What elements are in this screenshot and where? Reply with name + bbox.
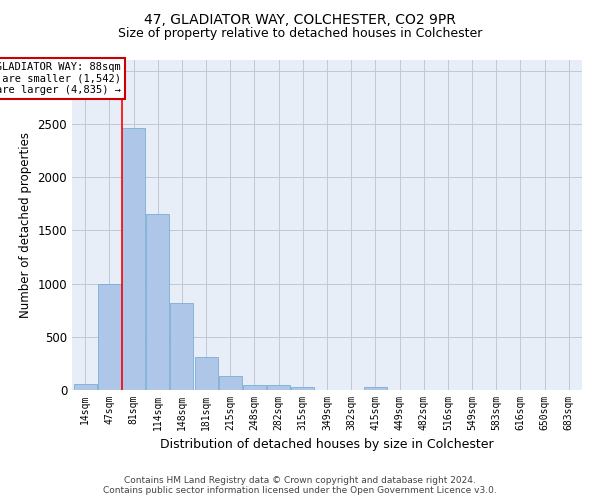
Bar xyxy=(267,385,290,390)
Bar xyxy=(98,284,121,390)
Text: 47 GLADIATOR WAY: 88sqm
← 24% of detached houses are smaller (1,542)
75% of semi: 47 GLADIATOR WAY: 88sqm ← 24% of detache… xyxy=(0,62,121,96)
Text: Size of property relative to detached houses in Colchester: Size of property relative to detached ho… xyxy=(118,28,482,40)
Bar xyxy=(194,357,218,390)
Bar xyxy=(243,384,266,390)
Bar xyxy=(74,384,97,390)
Bar xyxy=(219,376,242,390)
Text: 47, GLADIATOR WAY, COLCHESTER, CO2 9PR: 47, GLADIATOR WAY, COLCHESTER, CO2 9PR xyxy=(144,12,456,26)
Text: Contains HM Land Registry data © Crown copyright and database right 2024.
Contai: Contains HM Land Registry data © Crown c… xyxy=(103,476,497,495)
Bar xyxy=(364,387,387,390)
Bar xyxy=(292,388,314,390)
Bar xyxy=(122,128,145,390)
Y-axis label: Number of detached properties: Number of detached properties xyxy=(19,132,32,318)
X-axis label: Distribution of detached houses by size in Colchester: Distribution of detached houses by size … xyxy=(160,438,494,452)
Bar xyxy=(170,302,193,390)
Bar xyxy=(146,214,169,390)
